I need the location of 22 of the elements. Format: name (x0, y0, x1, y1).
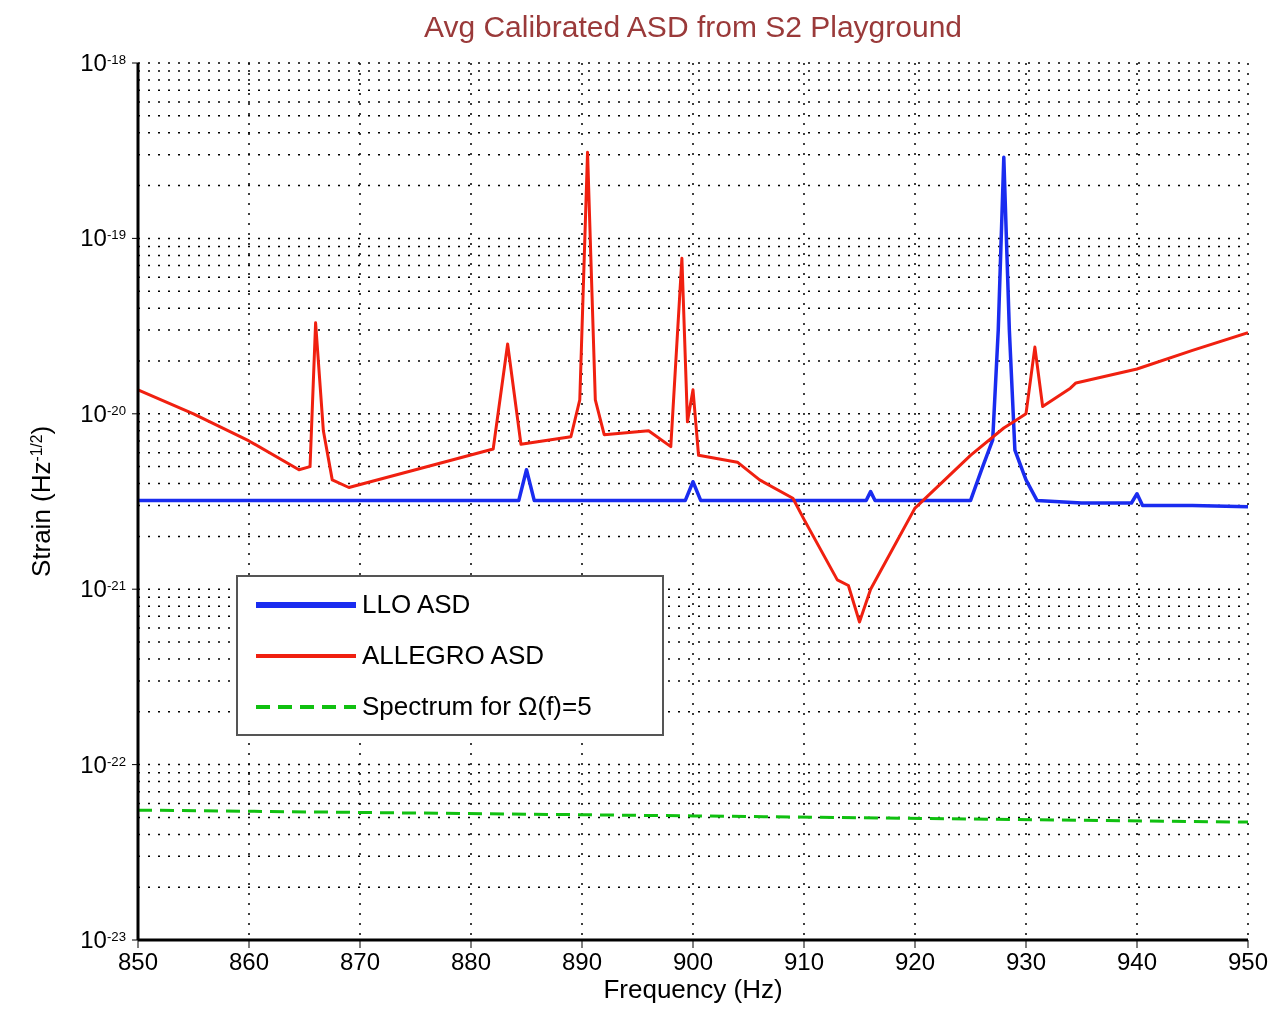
y-tick-label: 10$^{-20}$ (80, 399, 126, 427)
legend-label: LLO ASD (362, 589, 471, 620)
x-tick-label: 920 (894, 948, 936, 975)
x-tick-label: 910 (783, 948, 825, 975)
legend-label: ALLEGRO ASD (362, 640, 545, 671)
y-tick-label: 10$^{-18}$ (80, 49, 126, 76)
chart-title: Avg Calibrated ASD from S2 Playground (422, 10, 964, 44)
x-tick-label: 950 (1227, 948, 1269, 975)
x-tick-label: 880 (450, 948, 492, 975)
x-tick-label: 900 (672, 948, 714, 975)
x-tick-label: 930 (1005, 948, 1047, 975)
x-tick-label: 870 (339, 948, 381, 975)
x-axis-title: Frequency (Hz) (603, 974, 783, 1004)
line-series (138, 155, 1248, 509)
x-tick-label: 940 (1116, 948, 1158, 975)
y-tick-label: 10$^{-21}$ (80, 575, 126, 603)
line-series (138, 150, 1248, 624)
x-tick-label: 860 (228, 948, 270, 975)
y-tick-label: 10$^{-22}$ (80, 750, 126, 778)
y-tick-label: 10$^{-19}$ (80, 224, 126, 252)
legend-label: Spectrum for Ω(f)=5 (362, 691, 592, 722)
x-tick-label: 890 (561, 948, 603, 975)
